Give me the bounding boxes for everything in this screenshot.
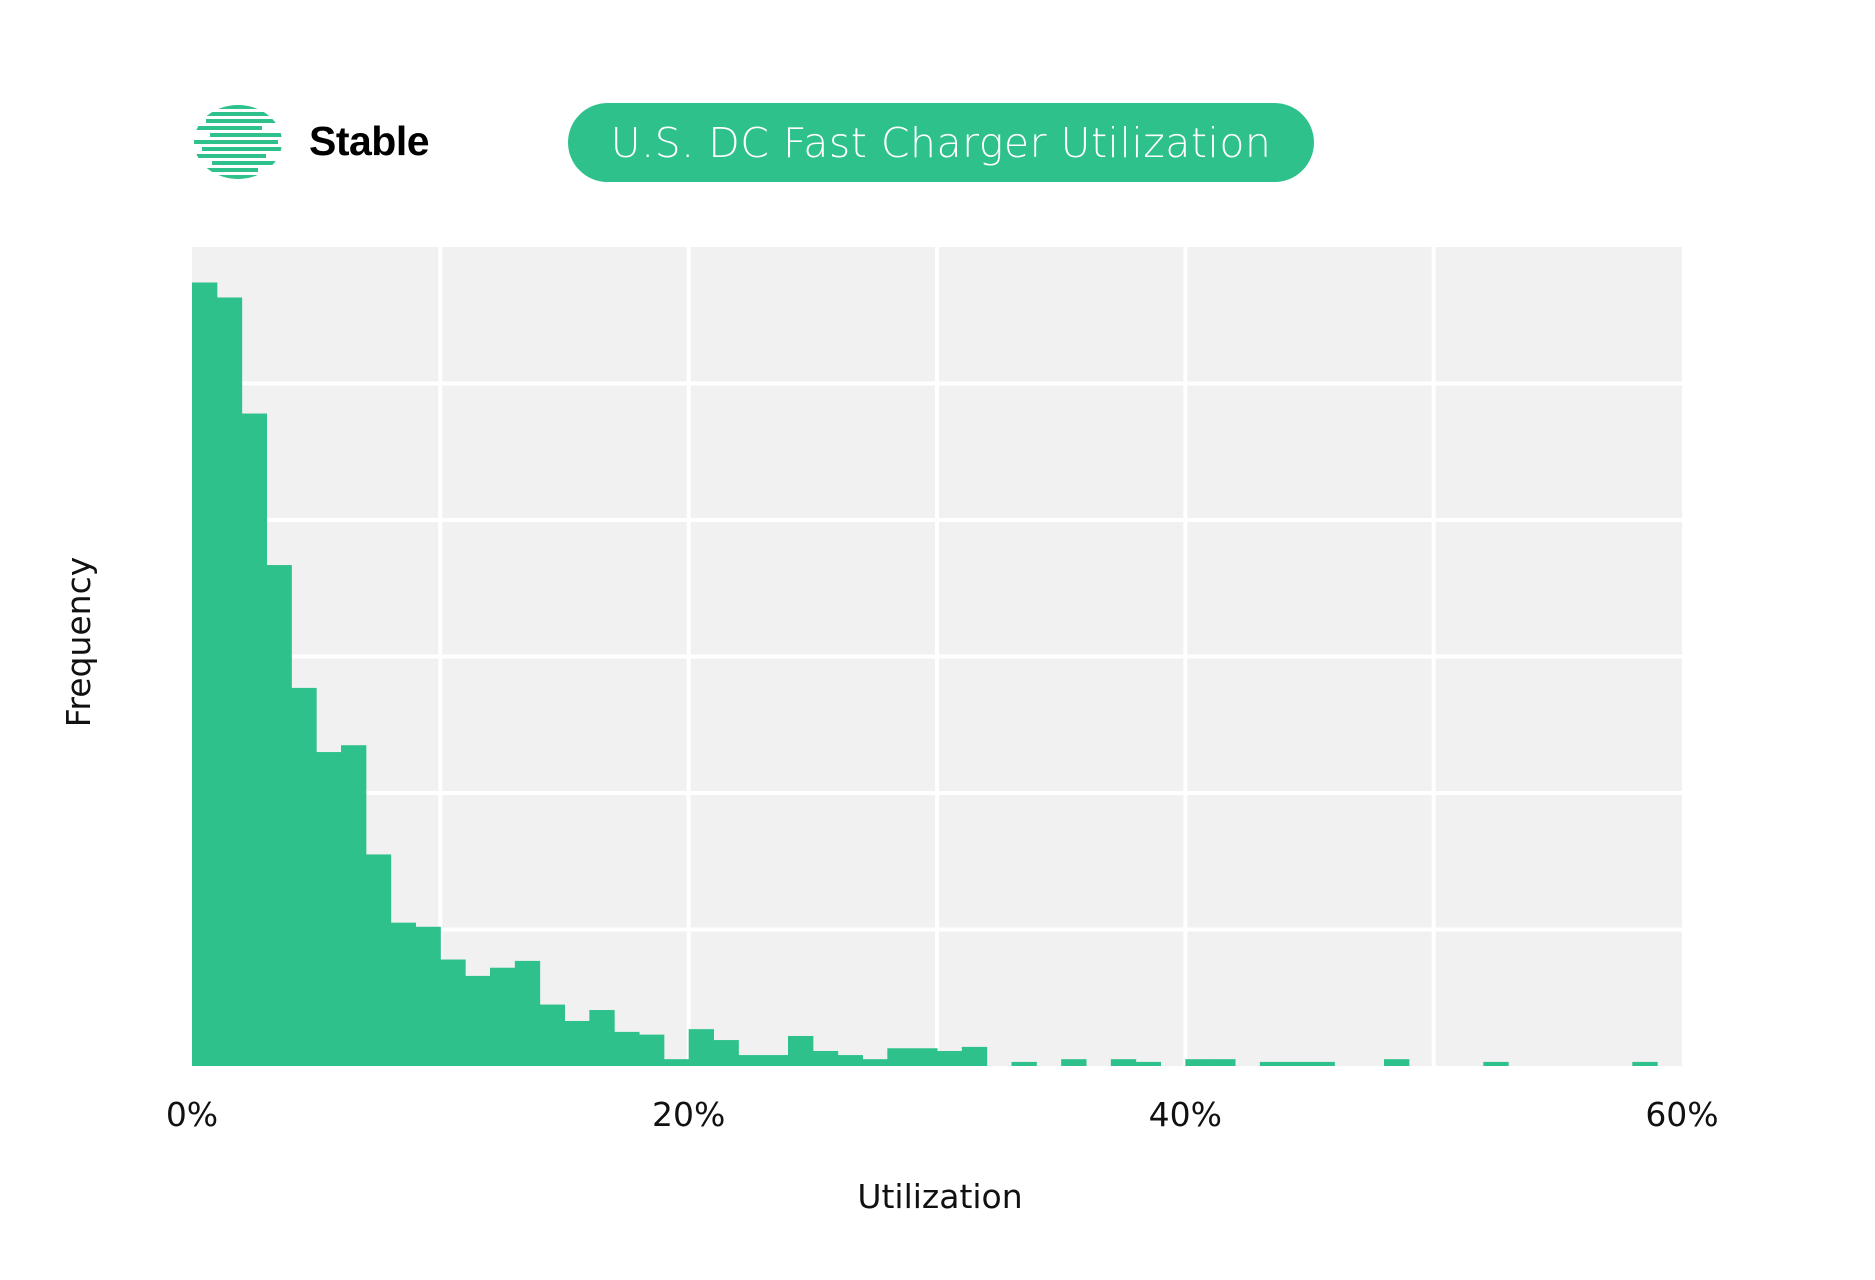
plot-area — [192, 247, 1682, 1066]
histogram-bar — [589, 1010, 615, 1066]
histogram-bar — [812, 1050, 839, 1066]
histogram-bar — [788, 1035, 814, 1066]
histogram-bar — [688, 1029, 714, 1066]
x-tick-label: 60% — [1645, 1095, 1718, 1134]
histogram-bar — [390, 922, 416, 1066]
histogram-bar — [713, 1040, 739, 1066]
histogram-bar — [887, 1048, 913, 1066]
histogram-bar — [316, 752, 342, 1066]
histogram-bar — [1210, 1059, 1236, 1066]
histogram-bar — [1135, 1061, 1161, 1066]
histogram-bar — [539, 1004, 565, 1066]
x-tick-label: 20% — [652, 1095, 725, 1134]
chart-title: U.S. DC Fast Charger Utilization — [610, 118, 1272, 167]
histogram-bar — [663, 1059, 690, 1066]
brand-name: Stable — [309, 118, 430, 164]
histogram-bar — [365, 854, 392, 1066]
histogram-bar — [440, 959, 466, 1066]
histogram-bar — [291, 687, 317, 1066]
stable-logo-icon — [194, 105, 282, 179]
histogram-bar — [862, 1059, 888, 1066]
x-tick-label: 40% — [1149, 1095, 1222, 1134]
histogram-bar — [837, 1055, 863, 1066]
histogram-bar — [738, 1055, 764, 1066]
histogram-bar — [266, 565, 292, 1066]
histogram-bar — [564, 1020, 590, 1066]
histogram-bar — [514, 960, 541, 1066]
histogram-bar — [341, 745, 367, 1066]
histogram-bar — [490, 967, 516, 1066]
x-tick-labels: 0% 20% 40% 60% — [166, 1095, 1719, 1134]
histogram-bar — [1185, 1059, 1211, 1066]
histogram-bar — [216, 297, 243, 1066]
histogram-bar — [1011, 1061, 1037, 1066]
histogram-bar — [1110, 1059, 1137, 1066]
histogram-bar — [1483, 1061, 1509, 1066]
histogram-bar — [241, 413, 267, 1066]
histogram-bar — [937, 1050, 963, 1066]
x-axis-label: Utilization — [857, 1177, 1022, 1216]
x-tick-label: 0% — [166, 1095, 218, 1134]
histogram-bar — [1259, 1061, 1286, 1066]
histogram-bar — [912, 1048, 938, 1066]
histogram-bar — [415, 926, 441, 1066]
histogram-bar — [1284, 1061, 1310, 1066]
histogram-bar — [639, 1034, 665, 1066]
histogram-bar — [961, 1046, 988, 1066]
histogram-bar — [1061, 1059, 1087, 1066]
histogram-bar — [614, 1031, 640, 1066]
y-axis-label: Frequency — [59, 557, 98, 727]
histogram-bar — [465, 975, 491, 1066]
histogram-bar — [1632, 1061, 1658, 1066]
histogram-bar — [763, 1055, 789, 1066]
histogram-bar — [1309, 1061, 1335, 1066]
chart-title-pill: U.S. DC Fast Charger Utilization — [568, 103, 1314, 182]
histogram-bar — [1384, 1059, 1410, 1066]
histogram-bar — [192, 282, 218, 1066]
